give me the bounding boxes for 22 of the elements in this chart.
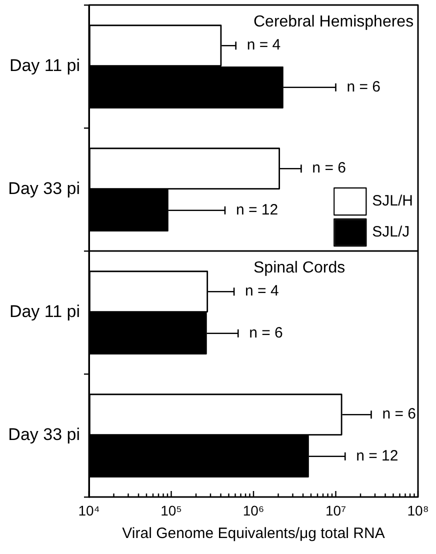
y-tick-label: Day 33 pi [8,425,80,444]
annotation: n = 4 [245,282,279,300]
x-tick-label: 10⁵ [160,502,182,518]
text: Spinal Cords [254,259,346,276]
text: Cerebral Hemispheres [254,13,414,30]
annotation: n = 6 [346,78,381,96]
x-tick-label: 10⁶ [242,502,264,518]
y-tick-label: Day 11 pi [9,302,80,322]
annotation: n = 12 [356,448,398,465]
x-axis-title: Viral Genome Equivalents/μg total RNA [122,525,385,542]
x-tick-label: 10⁴ [78,502,100,518]
annotation: n = 12 [236,202,278,219]
annotation: n = 6 [312,160,346,177]
y-tick-label: Day 33 pi [8,179,80,198]
x-tick-label: 10⁸ [407,502,429,518]
legend-label: SJL/H [372,192,414,210]
x-tick-label: 10⁷ [325,502,346,518]
annotation: n = 6 [249,324,283,342]
legend-label: SJL/J [372,224,410,241]
annotation: n = 6 [382,406,416,423]
y-tick-label: Day 11 pi [9,56,80,76]
annotation: n = 4 [246,36,281,54]
